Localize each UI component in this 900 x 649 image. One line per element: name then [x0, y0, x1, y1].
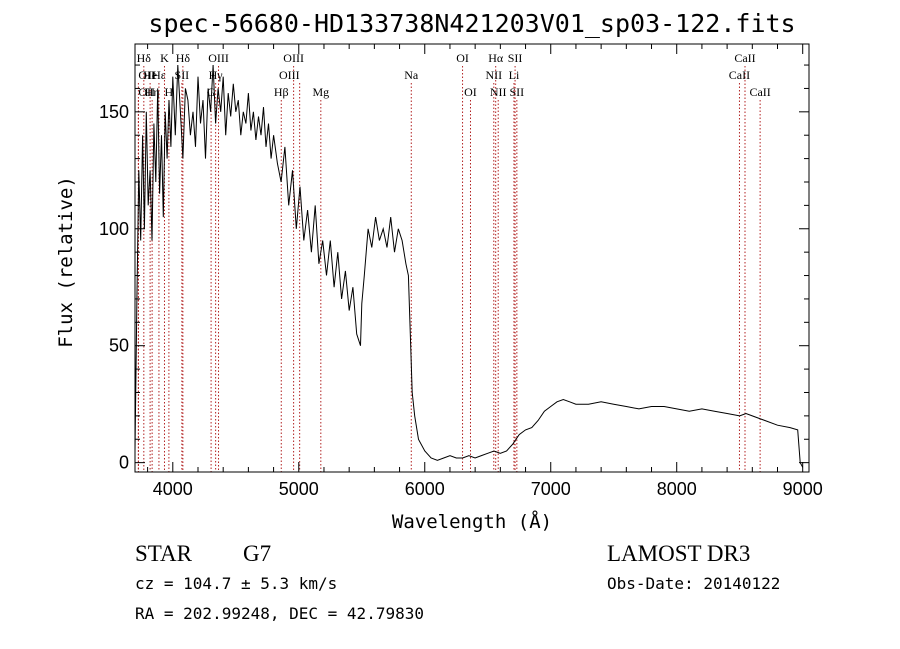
line-marker-label: CaII	[734, 51, 755, 65]
plot-frame	[134, 43, 810, 473]
spectrum-line	[134, 64, 804, 468]
object-subclass: G7	[243, 541, 271, 566]
line-marker-label: NII	[485, 68, 502, 82]
y-tick-label: 50	[109, 336, 129, 356]
line-marker-label: Hδ	[137, 51, 152, 65]
line-marker-label: Li	[509, 68, 520, 82]
line-marker-label: Hα	[488, 51, 504, 65]
line-marker-label: H	[165, 85, 174, 99]
line-marker-label: He	[143, 68, 157, 82]
line-marker-label: CaII	[729, 68, 750, 82]
line-marker-label: Hγ	[209, 68, 224, 82]
line-marker-label: CaII	[749, 85, 770, 99]
observation-date: Obs-Date: 20140122	[607, 574, 780, 593]
line-marker-label: Mg	[312, 85, 329, 99]
line-marker-label: Hβ	[274, 85, 289, 99]
y-axis-label: Flux (relative)	[55, 176, 77, 348]
line-marker-label: SII	[175, 68, 190, 82]
line-marker-label: OII	[138, 68, 155, 82]
line-marker-label: OII	[138, 85, 155, 99]
line-marker-label: SII	[510, 85, 525, 99]
x-tick-label: 7000	[531, 479, 571, 499]
x-tick-label: 9000	[783, 479, 823, 499]
line-marker-label: Na	[404, 68, 419, 82]
line-marker-label: OI	[464, 85, 477, 99]
x-tick-label: 6000	[405, 479, 445, 499]
axis-ticks	[135, 44, 809, 472]
line-marker-label: OIII	[208, 51, 229, 65]
redshift-value: cz = 104.7 ± 5.3 km/s	[135, 574, 337, 593]
line-marker-label: SII	[508, 51, 523, 65]
x-tick-label: 5000	[279, 479, 319, 499]
y-tick-label: 100	[99, 219, 129, 239]
x-tick-label: 8000	[657, 479, 697, 499]
y-tick-label: 0	[119, 453, 129, 473]
line-marker-label: OI	[456, 51, 469, 65]
line-marker-label: Hη	[145, 85, 160, 99]
line-marker-label: K	[160, 51, 169, 65]
line-marker-label: OIII	[279, 68, 300, 82]
tick-labels: 4000 5000 6000 7000 8000 9000 0 50 100 150	[99, 102, 823, 499]
line-marker-label: Hδ	[176, 51, 191, 65]
coordinates: RA = 202.99248, DEC = 42.79830	[135, 604, 424, 623]
line-marker-label: OIII	[283, 51, 304, 65]
y-tick-label: 150	[99, 102, 129, 122]
survey-name: LAMOST DR3	[607, 541, 750, 566]
object-class: STAR	[135, 541, 193, 566]
line-marker-label: NII	[490, 85, 507, 99]
x-tick-label: 4000	[153, 479, 193, 499]
chart-title: spec-56680-HD133738N421203V01_sp03-122.f…	[148, 9, 795, 38]
x-axis-label: Wavelength (Å)	[392, 510, 552, 533]
line-marker-label: Hε	[152, 68, 166, 82]
